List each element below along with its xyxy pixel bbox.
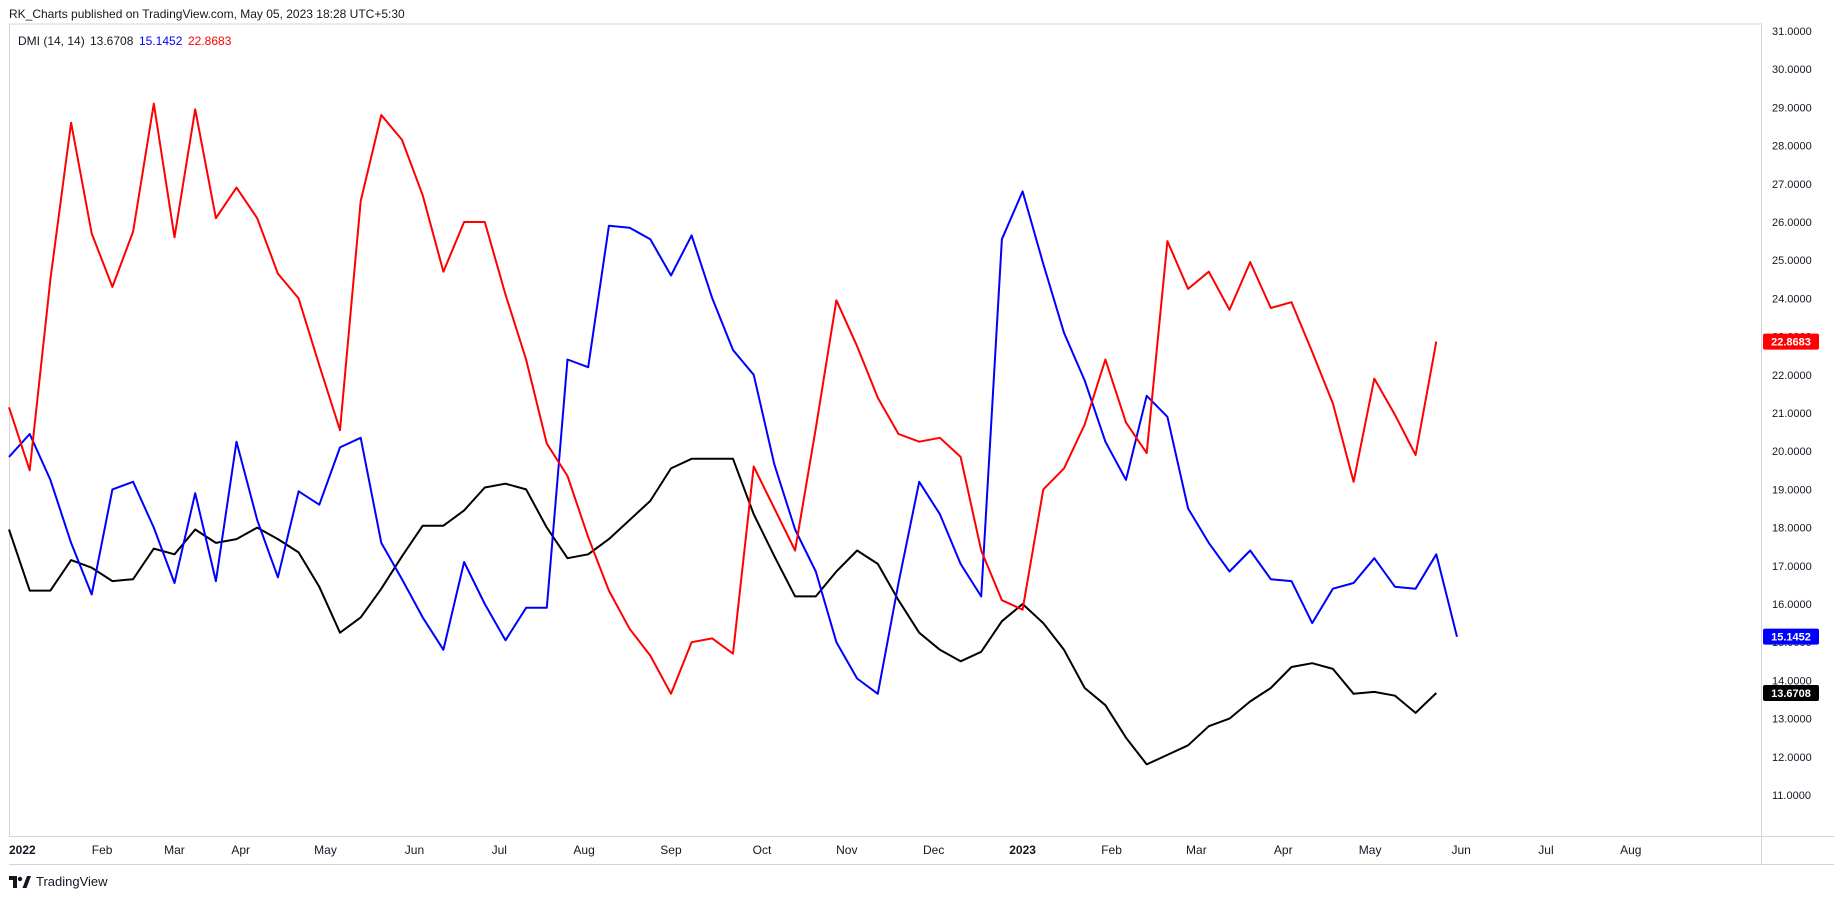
y-tick-label: 27.0000 xyxy=(1772,179,1812,191)
legend-minus-di-value: 22.8683 xyxy=(188,34,232,48)
minus-di-last-value-badge: 22.8683 xyxy=(1763,333,1819,350)
x-tick-label: Jul xyxy=(1538,843,1553,857)
y-tick-label: 11.0000 xyxy=(1772,790,1811,802)
x-tick-label: Aug xyxy=(1620,843,1641,857)
x-tick-label: Mar xyxy=(1186,843,1207,857)
last-value-badges: 13.6708 15.1452 22.8683 xyxy=(1763,333,1819,701)
x-tick-label: Feb xyxy=(1101,843,1122,857)
x-tick-label: Nov xyxy=(836,843,857,857)
y-tick-label: 29.0000 xyxy=(1772,102,1812,114)
plus-di-line xyxy=(8,190,1458,695)
y-tick-label: 16.0000 xyxy=(1772,599,1812,611)
badge-value: 13.6708 xyxy=(1771,688,1811,700)
x-tick-label: Jun xyxy=(405,843,424,857)
badge-value: 15.1452 xyxy=(1771,632,1811,644)
x-tick-label: May xyxy=(1359,843,1382,857)
chart-header: RK_Charts published on TradingView.com, … xyxy=(9,7,405,21)
y-tick-label: 17.0000 xyxy=(1772,561,1812,573)
y-tick-label: 21.0000 xyxy=(1772,408,1812,420)
x-tick-label: Oct xyxy=(753,843,772,857)
x-tick-label: 2022 xyxy=(9,843,36,857)
adx-line xyxy=(8,457,1437,766)
legend-plus-di-value: 15.1452 xyxy=(139,34,183,48)
y-tick-label: 13.0000 xyxy=(1772,714,1812,726)
y-tick-label: 26.0000 xyxy=(1772,217,1812,229)
y-tick-label: 31.0000 xyxy=(1772,26,1812,38)
x-tick-label: 2023 xyxy=(1009,843,1036,857)
y-tick-label: 14.0000 xyxy=(1772,675,1812,687)
legend-indicator-name: DMI (14, 14) xyxy=(18,34,85,48)
y-tick-label: 12.0000 xyxy=(1772,752,1812,764)
x-tick-label: Jul xyxy=(492,843,507,857)
y-tick-label: 19.0000 xyxy=(1772,484,1812,496)
y-tick-label: 30.0000 xyxy=(1772,64,1812,76)
x-tick-label: Mar xyxy=(164,843,185,857)
tradingview-logo-text: TradingView xyxy=(36,874,108,889)
x-tick-label: Sep xyxy=(660,843,682,857)
minus-di-line xyxy=(8,102,1438,695)
badge-value: 22.8683 xyxy=(1771,337,1811,349)
x-tick-label: Aug xyxy=(573,843,594,857)
y-tick-label: 20.0000 xyxy=(1772,446,1812,458)
legend-adx-value: 13.6708 xyxy=(90,34,134,48)
tradingview-logo-icon xyxy=(9,875,31,888)
y-tick-label: 18.0000 xyxy=(1772,523,1812,535)
y-tick-label: 25.0000 xyxy=(1772,255,1812,267)
x-tick-label: Dec xyxy=(923,843,944,857)
x-tick-label: Apr xyxy=(231,843,250,857)
plus-di-last-value-badge: 15.1452 xyxy=(1763,628,1819,645)
time-axis[interactable]: 2022 Feb Mar Apr May Jun Jul Aug Sep Oct Nov Dec 202… xyxy=(9,843,1641,857)
adx-last-value-badge: 13.6708 xyxy=(1763,684,1819,701)
x-tick-label: Jun xyxy=(1451,843,1470,857)
x-tick-label: May xyxy=(314,843,337,857)
y-tick-label: 24.0000 xyxy=(1772,293,1812,305)
x-tick-label: Apr xyxy=(1274,843,1293,857)
tradingview-branding[interactable]: TradingView xyxy=(9,874,108,889)
y-tick-label: 22.0000 xyxy=(1772,370,1812,382)
series-layer xyxy=(8,102,1458,766)
x-tick-label: Feb xyxy=(92,843,113,857)
y-tick-label: 28.0000 xyxy=(1772,141,1812,153)
